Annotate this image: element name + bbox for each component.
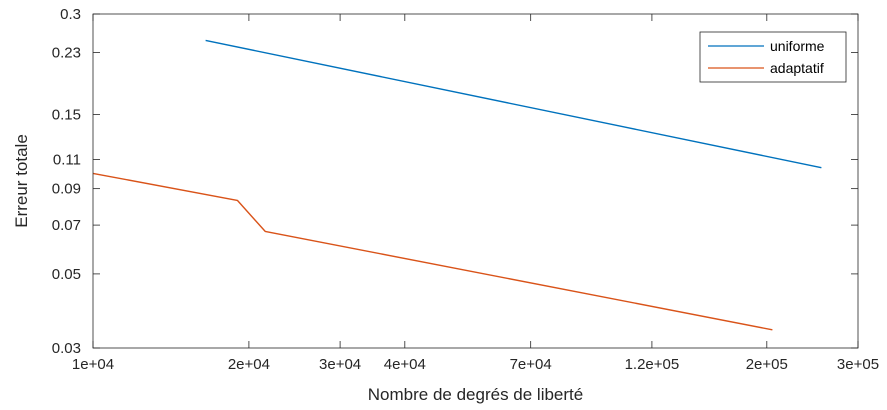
y-tick-label: 0.09	[52, 181, 81, 198]
legend-label-uniforme: uniforme	[770, 38, 825, 54]
series-line-uniforme	[205, 39, 822, 169]
x-tick-label: 2e+04	[228, 356, 270, 373]
y-tick-label: 0.05	[52, 266, 81, 283]
x-tick-label: 2e+05	[746, 356, 788, 373]
legend-label-adaptatif: adaptatif	[770, 60, 824, 76]
legend: uniforme adaptatif	[699, 31, 847, 83]
axes-frame	[92, 13, 859, 349]
x-axis-title: Nombre de degrés de liberté	[368, 385, 583, 404]
x-tick-label: 4e+04	[384, 356, 426, 373]
x-tick-label: 3e+05	[837, 356, 879, 373]
y-axis-title: Erreur totale	[12, 134, 31, 228]
y-tick-label: 0.11	[53, 152, 81, 169]
y-tick-label: 0.23	[52, 45, 81, 62]
legend-box	[699, 31, 847, 83]
series-line-adaptatif	[92, 172, 773, 331]
series-layer	[92, 39, 822, 331]
x-tick-label: 7e+04	[510, 356, 552, 373]
ticks-layer: 1e+04 2e+04 3e+04 4e+04 7e+04 1.2e+05 2e+05 3e+…	[52, 6, 879, 373]
y-tick-label: 0.07	[52, 217, 81, 234]
x-tick-label: 1.2e+05	[625, 356, 680, 373]
x-tick-label: 3e+04	[319, 356, 361, 373]
y-tick-label: 0.15	[52, 107, 81, 124]
axes-layer	[92, 13, 859, 349]
x-tick-label: 1e+04	[72, 356, 114, 373]
y-tick-label: 0.03	[52, 340, 81, 357]
y-tick-label: 0.3	[60, 6, 81, 23]
